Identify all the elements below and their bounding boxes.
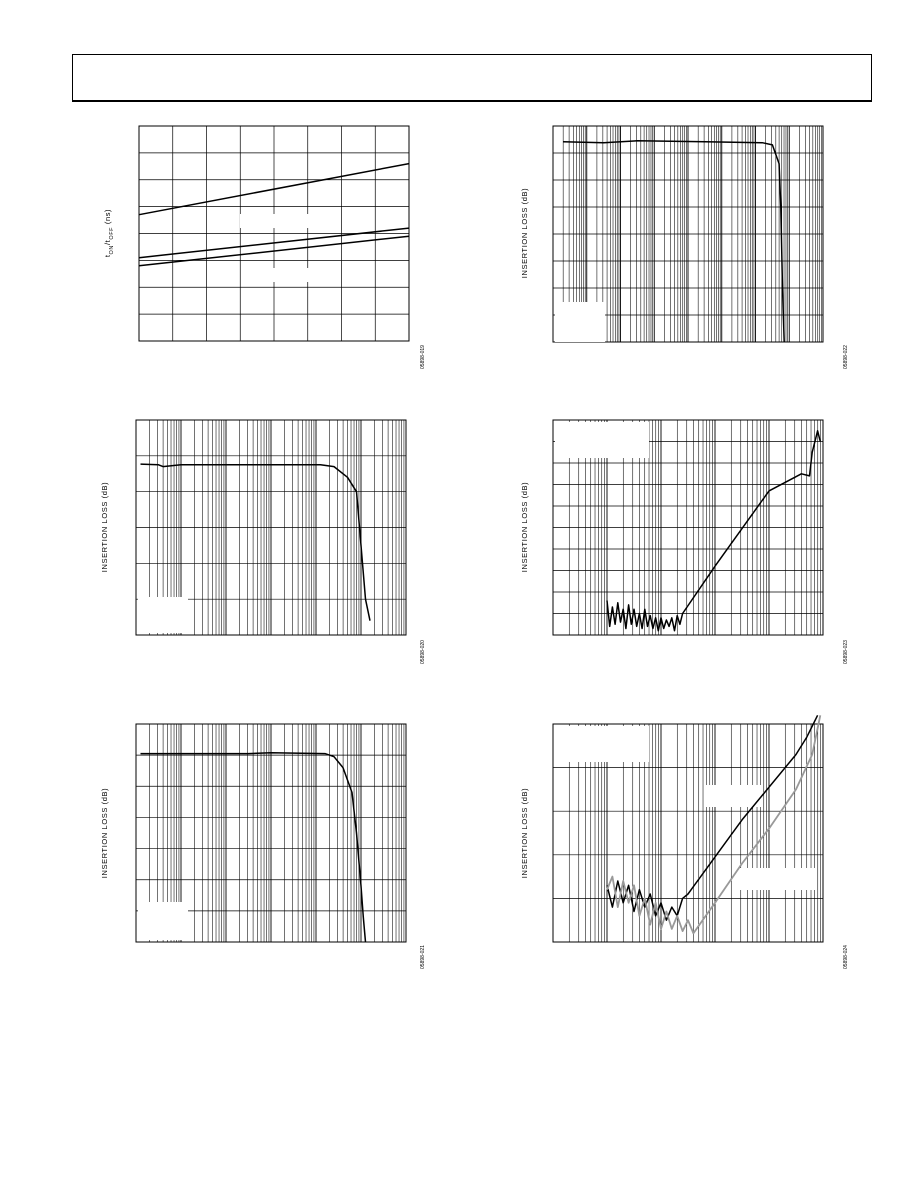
figure-id: 05898-019 (420, 345, 426, 369)
y-axis-label: INSERTION LOSS (dB) (520, 788, 529, 878)
legend-box (735, 868, 817, 890)
legend-box (705, 785, 761, 807)
page-header-box (72, 54, 872, 102)
chart-fig-insertion-loss-c: INSERTION LOSS (dB) 05898-021 (100, 723, 426, 969)
series-line-1 (606, 714, 819, 921)
series-line-2 (138, 227, 410, 259)
legend-box (138, 597, 188, 633)
series-line-1 (563, 140, 785, 343)
chart-fig-insertion-loss-b: INSERTION LOSS (dB) 05898-020 (100, 419, 426, 664)
legend-box (138, 902, 188, 940)
figure-id: 05898-024 (843, 945, 849, 969)
chart-fig-ton-toff: tON/tOFF (ns) 05898-019 (103, 125, 426, 369)
chart-fig-crosstalk-b: INSERTION LOSS (dB) 05898-024 (520, 714, 849, 969)
legend-box (555, 302, 605, 342)
series-line-1 (140, 751, 367, 943)
y-axis-label: INSERTION LOSS (dB) (100, 788, 109, 878)
legend-box (555, 422, 649, 458)
figure-id: 05898-021 (420, 945, 426, 969)
series-line-1 (606, 430, 822, 632)
figure-id: 05898-023 (843, 640, 849, 664)
legend-box (555, 726, 649, 762)
series-line-1 (140, 463, 371, 621)
y-axis-label: tON/tOFF (ns) (103, 209, 115, 257)
y-axis-label: INSERTION LOSS (dB) (100, 482, 109, 572)
chart-fig-insertion-loss-a: INSERTION LOSS (dB) 05898-022 (520, 125, 849, 369)
legend-box (268, 268, 330, 282)
legend-box (240, 214, 336, 228)
series-line-2 (606, 715, 822, 935)
series-line-3 (138, 235, 410, 267)
chart-fig-crosstalk-a: INSERTION LOSS (dB) 05898-023 (520, 419, 849, 664)
figure-id: 05898-020 (420, 640, 426, 664)
y-axis-label: INSERTION LOSS (dB) (520, 188, 529, 278)
y-axis-label: INSERTION LOSS (dB) (520, 482, 529, 572)
series-line-1 (138, 162, 410, 216)
figure-id: 05898-022 (843, 345, 849, 369)
